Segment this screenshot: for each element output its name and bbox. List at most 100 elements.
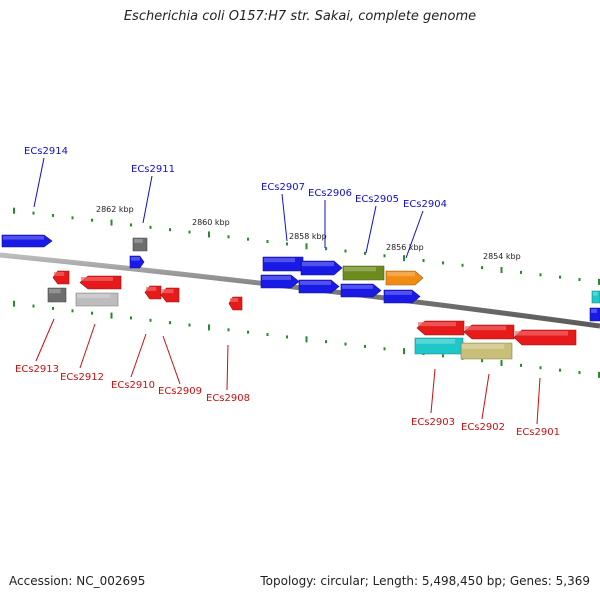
leader-ECs2911	[142, 175, 153, 224]
gene-label-ECs2909[interactable]: ECs2909	[158, 386, 202, 397]
lower-scale-tick	[247, 330, 249, 334]
lower-scale-tick	[286, 335, 288, 339]
gene-label-ECs2901[interactable]: ECs2901	[516, 427, 560, 438]
gene-label-ECs2913[interactable]: ECs2913	[15, 364, 59, 375]
lower-scale-tick	[13, 300, 15, 307]
lower-scale-tick	[52, 306, 54, 310]
gene-ECs2903[interactable]	[416, 320, 465, 336]
gene-ECs2911[interactable]	[129, 255, 145, 269]
upper-scale-tick	[286, 242, 288, 246]
gene-features[interactable]	[1, 234, 600, 360]
gene-ECs2910[interactable]	[144, 285, 162, 300]
gene-fwd-3[interactable]	[298, 279, 340, 294]
label-leader-lines	[33, 157, 541, 425]
scale-label-2856: 2856 kbp	[386, 243, 424, 252]
leader-ECs2912	[79, 323, 96, 369]
gene-label-ECs2905[interactable]: ECs2905	[355, 194, 399, 205]
upper-scale-tick	[247, 237, 249, 241]
upper-scale-tick	[403, 255, 405, 262]
upper-scale-tick	[364, 251, 366, 255]
gene-label-ECs2907[interactable]: ECs2907	[261, 182, 305, 193]
genome-summary-text: Topology: circular; Length: 5,498,450 bp…	[260, 574, 590, 588]
gene-ECs2913[interactable]	[47, 287, 67, 303]
gene-fwd-5[interactable]	[383, 289, 421, 304]
gene-label-ECs2906[interactable]: ECs2906	[308, 188, 352, 199]
lower-scale-tick	[442, 354, 444, 358]
upper-scale-tick	[32, 211, 35, 215]
upper-scale-tick	[461, 263, 464, 267]
leader-ECs2905	[365, 205, 377, 254]
upper-scale-tick	[91, 218, 93, 222]
lower-scale-tick	[383, 347, 386, 351]
lower-scale-tick	[208, 324, 210, 331]
lower-scale-tick	[403, 348, 405, 355]
gene-label-ECs2911[interactable]: ECs2911	[131, 164, 175, 175]
lower-scale-tick	[578, 371, 581, 375]
leader-ECs2907	[281, 193, 288, 242]
scale-label-2860: 2860 kbp	[192, 218, 230, 227]
leader-ECs2901	[536, 377, 541, 425]
gene-label-ECs2902[interactable]: ECs2902	[461, 422, 505, 433]
gene-ECs2902[interactable]	[463, 324, 515, 340]
upper-scale-tick	[520, 270, 522, 274]
gene-ECs2905[interactable]	[342, 265, 385, 281]
lower-scale-tick	[520, 363, 522, 367]
upper-scale-tick	[442, 261, 444, 265]
scale-label-2858: 2858 kbp	[289, 232, 327, 241]
upper-scale-tick	[422, 259, 425, 263]
gene-edge-cyan[interactable]	[591, 290, 600, 304]
gene-label-ECs2903[interactable]: ECs2903	[411, 417, 455, 428]
upper-scale-tick	[266, 240, 269, 244]
upper-scale-tick	[71, 216, 74, 220]
scale-ticks	[13, 207, 600, 378]
gene-red-small-1[interactable]	[52, 270, 70, 285]
gene-ECs2901[interactable]	[513, 329, 577, 346]
upper-scale-tick	[149, 225, 152, 229]
upper-scale-tick	[52, 213, 54, 217]
leader-ECs2913	[35, 318, 55, 362]
gene-ECs2912[interactable]	[79, 275, 122, 290]
gene-label-ECs2904[interactable]: ECs2904	[403, 199, 447, 210]
gene-lightgray-1[interactable]	[75, 292, 119, 307]
lower-scale-tick	[110, 312, 113, 319]
gene-ECs2908[interactable]	[228, 296, 243, 311]
upper-scale-tick	[305, 243, 308, 250]
upper-scale-tick	[578, 278, 581, 282]
leader-ECs2902	[481, 373, 490, 420]
lower-scale-tick	[598, 371, 600, 378]
gene-ECs2909[interactable]	[160, 287, 180, 303]
lower-scale-tick	[91, 311, 93, 315]
lower-scale-tick	[325, 340, 327, 344]
gene-label-ECs2910[interactable]: ECs2910	[111, 380, 155, 391]
lower-scale-tick	[149, 318, 152, 322]
gene-ECs2914[interactable]	[1, 234, 53, 248]
leader-ECs2908	[226, 344, 229, 391]
lower-scale-tick	[130, 316, 132, 320]
gene-edge-blue[interactable]	[589, 307, 600, 322]
scale-label-2862: 2862 kbp	[96, 205, 134, 214]
leader-ECs2914	[33, 157, 45, 208]
upper-scale-tick	[539, 273, 542, 277]
gene-label-ECs2912[interactable]: ECs2912	[60, 372, 104, 383]
lower-scale-tick	[227, 328, 230, 332]
lower-scale-tick	[559, 368, 561, 372]
leader-ECs2904	[405, 210, 424, 259]
gene-ECs2907[interactable]	[262, 256, 304, 272]
gene-label-ECs2914[interactable]: ECs2914	[24, 146, 68, 157]
gene-khaki-1[interactable]	[460, 342, 513, 360]
upper-scale-tick	[13, 207, 15, 214]
gene-ECs2904[interactable]	[385, 270, 424, 286]
gene-fwd-2[interactable]	[260, 274, 300, 289]
leader-ECs2909	[162, 335, 181, 385]
lower-scale-tick	[188, 323, 191, 327]
gene-cyan-1[interactable]	[414, 337, 464, 355]
lower-scale-tick	[539, 366, 542, 370]
gene-fwd-4[interactable]	[340, 283, 382, 298]
upper-scale-tick	[110, 219, 113, 226]
upper-scale-tick	[598, 278, 600, 285]
gene-gray-box-1[interactable]	[132, 237, 148, 252]
lower-scale-tick	[364, 344, 366, 348]
gene-ECs2906[interactable]	[300, 260, 343, 276]
gene-label-ECs2908[interactable]: ECs2908	[206, 393, 250, 404]
